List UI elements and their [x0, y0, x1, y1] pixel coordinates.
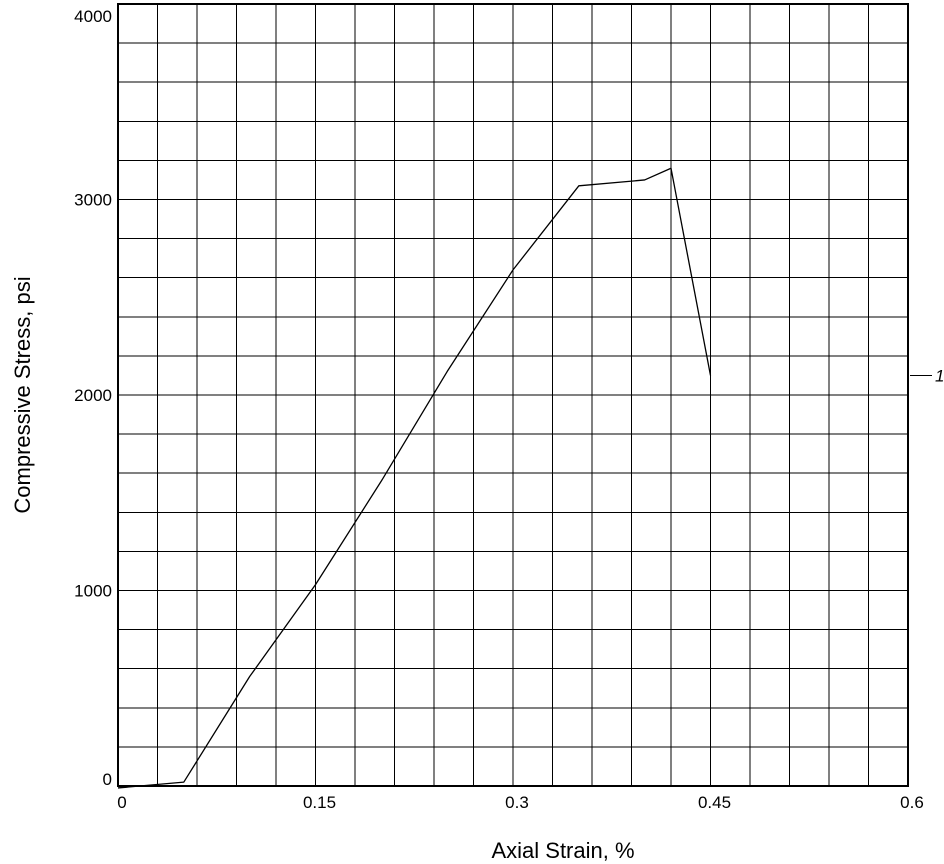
plot-frame — [117, 3, 909, 787]
x-tick-label: 0.6 — [900, 793, 924, 812]
series-label: 1 — [935, 366, 944, 385]
y-tick-label: 3000 — [74, 191, 112, 210]
x-axis-title: Axial Strain, % — [491, 838, 634, 863]
y-axis-title: Compressive Stress, psi — [10, 276, 35, 513]
series-line — [117, 167, 712, 789]
grid — [117, 3, 909, 787]
x-tick-labels: 0 0.15 0.3 0.45 0.6 — [117, 793, 924, 812]
y-tick-labels: 0 1000 2000 3000 4000 — [74, 7, 112, 789]
y-tick-label: 0 — [103, 770, 112, 789]
x-tick-label: 0 — [117, 793, 126, 812]
x-tick-label: 0.45 — [698, 793, 731, 812]
y-tick-label: 4000 — [74, 7, 112, 26]
x-tick-label: 0.3 — [505, 793, 529, 812]
x-tick-label: 0.15 — [303, 793, 336, 812]
y-tick-label: 2000 — [74, 386, 112, 405]
y-tick-label: 1000 — [74, 582, 112, 601]
